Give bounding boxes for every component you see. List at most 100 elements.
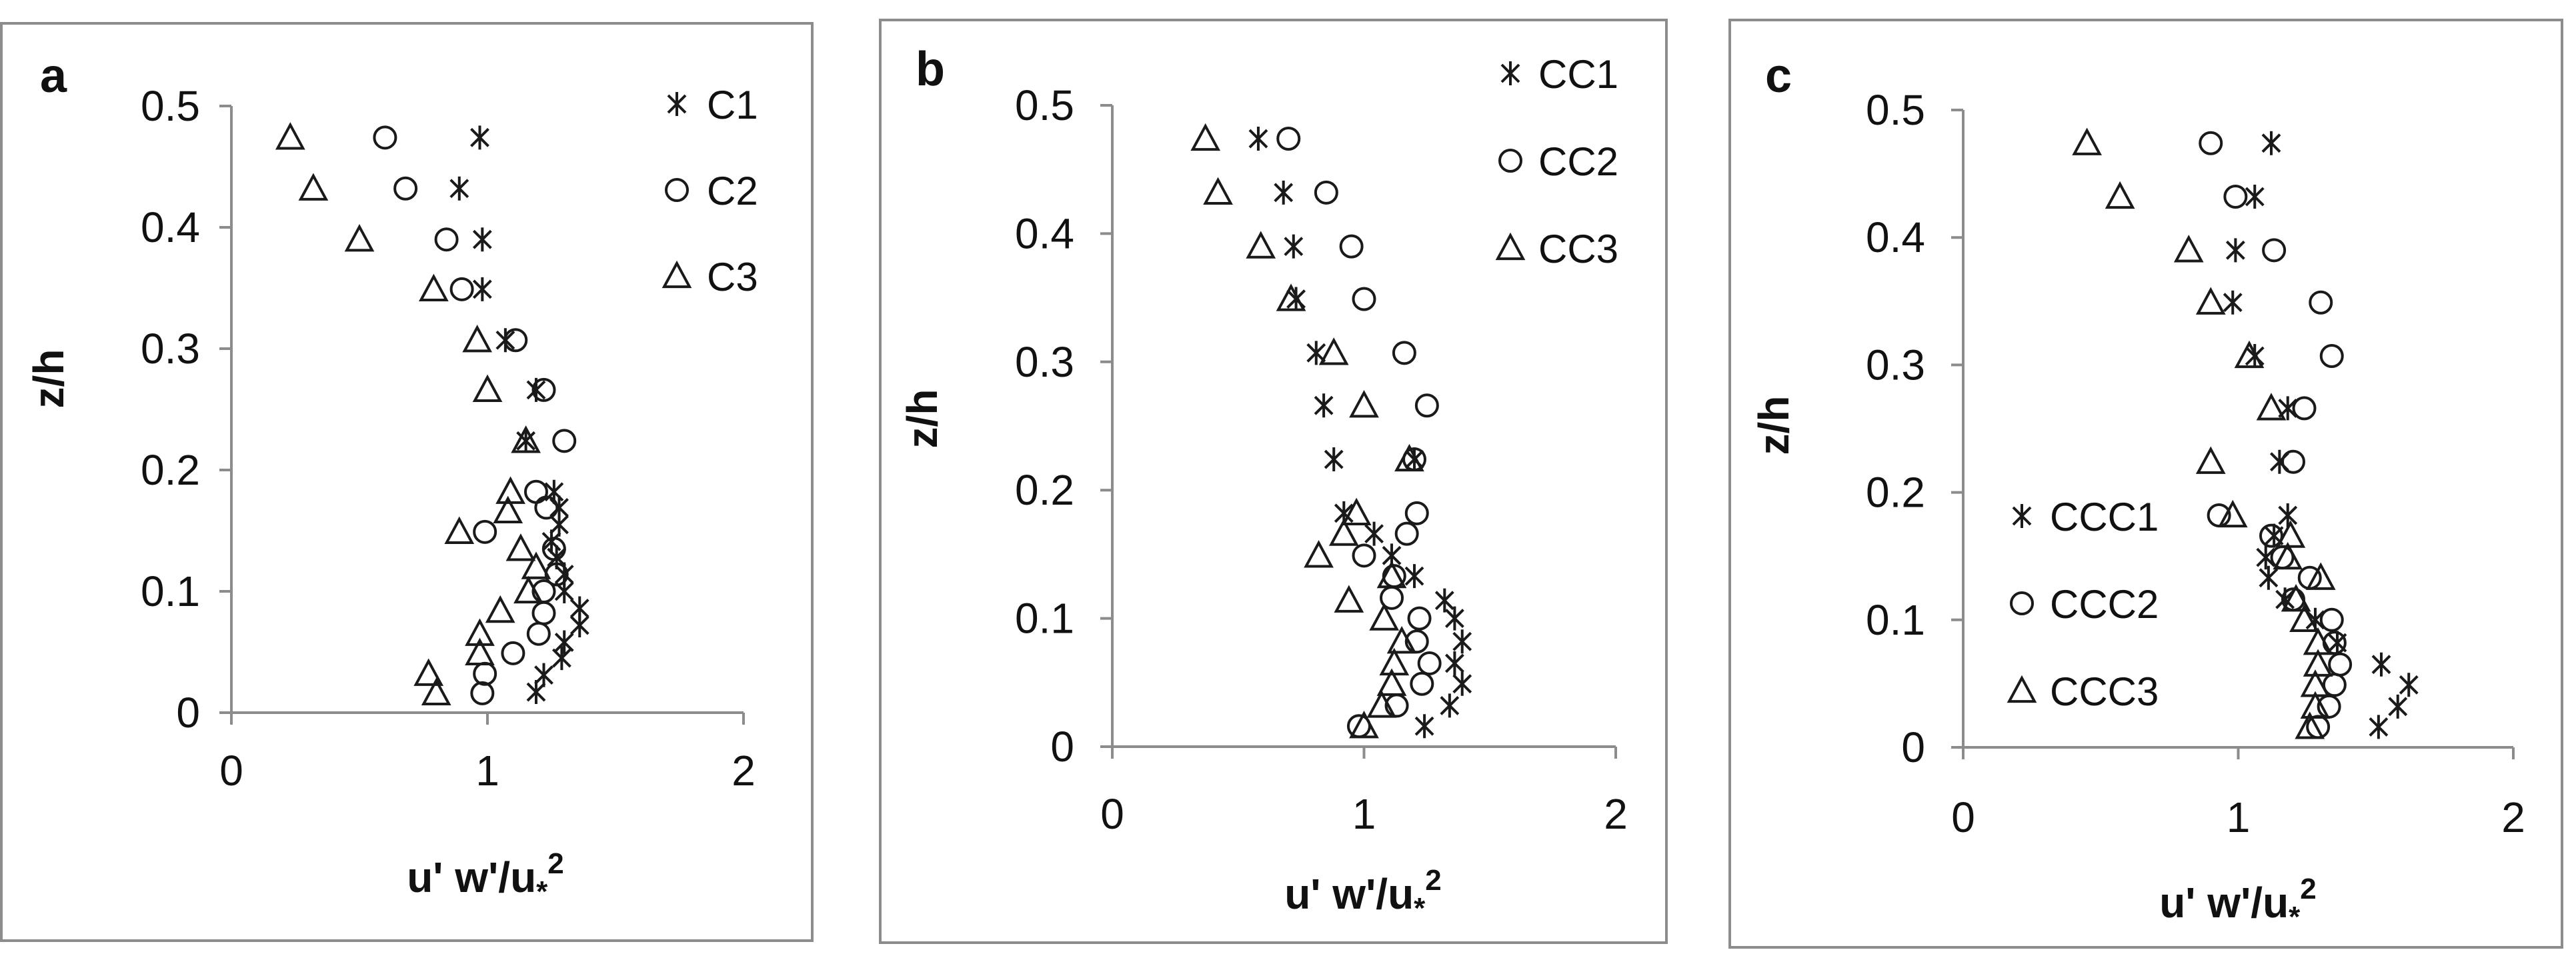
data-point-triangle <box>2072 127 2102 155</box>
data-point-triangle <box>1328 518 1359 546</box>
data-point-circle <box>1339 234 1364 259</box>
data-point-triangle <box>493 495 523 524</box>
y-tick-label: 0.5 <box>1866 86 1925 134</box>
y-tick-label: 0.1 <box>141 567 200 615</box>
legend-label: C3 <box>707 255 758 299</box>
data-point-triangle <box>1369 603 1400 631</box>
data-point-asterisk <box>516 429 536 453</box>
x-tick-label: 1 <box>2227 793 2251 841</box>
x-axis-title: u' w'/u*2 <box>2159 873 2317 933</box>
data-point-asterisk <box>1434 588 1454 613</box>
legend-marker-circle <box>2010 591 2034 615</box>
legend-marker-triangle <box>2007 675 2037 703</box>
legend-label: C1 <box>707 83 758 127</box>
data-point-asterisk <box>2259 565 2279 590</box>
data-point-circle <box>2199 131 2223 155</box>
legend-marker-triangle <box>662 260 692 289</box>
data-point-circle <box>2319 607 2344 632</box>
data-point-asterisk <box>472 277 492 301</box>
data-point-triangle <box>1318 337 1349 365</box>
data-point-circle <box>434 227 459 252</box>
data-point-circle <box>1394 521 1419 546</box>
legend-label: CCC2 <box>2050 582 2159 627</box>
data-point-circle <box>1407 606 1432 631</box>
panel-b: 0 0.1 0.2 0.3 0.4 0.5 0 1 2 b z/h u' w'/u*2 CC1 CC2 CC… <box>879 19 1668 944</box>
data-point-asterisk <box>569 613 589 637</box>
data-point-asterisk <box>1452 629 1472 654</box>
x-tick-label: 2 <box>2501 793 2525 841</box>
legend-marker-asterisk <box>2012 504 2032 528</box>
data-point-triangle <box>419 273 449 301</box>
data-point-asterisk <box>1248 127 1268 151</box>
data-point-circle <box>373 125 397 150</box>
data-point-circle <box>534 495 559 520</box>
legend: C1 C2 C3 <box>662 83 758 299</box>
y-tick-label: 0.3 <box>1866 341 1925 389</box>
data-point-circle <box>1414 393 1439 418</box>
x-tick-label: 2 <box>1604 790 1628 838</box>
y-tick-label: 0.3 <box>141 325 200 373</box>
data-point-asterisk <box>2225 238 2245 263</box>
y-tick-label: 0 <box>1050 723 1074 771</box>
y-tick-label: 0.2 <box>1866 469 1925 517</box>
data-point-circle <box>503 328 528 353</box>
legend-marker-asterisk <box>1500 61 1520 85</box>
panel-a: 0 0.1 0.2 0.3 0.4 0.5 0 1 2 a z/h u' w'/u*2 C1 C2 C3 <box>0 22 814 942</box>
data-point-asterisk <box>2399 673 2419 697</box>
legend: CCC1 CCC2 CCC3 <box>2007 495 2159 714</box>
y-axis-title: z/h <box>25 349 73 409</box>
data-point-triangle <box>465 618 495 646</box>
data-point-circle <box>449 277 474 301</box>
data-point-circle <box>1276 127 1301 151</box>
data-point-triangle <box>2305 562 2336 590</box>
data-point-triangle <box>2217 499 2248 528</box>
data-point-triangle <box>462 325 492 353</box>
data-point-triangle <box>1341 497 1372 525</box>
data-point-circle <box>2319 344 2344 369</box>
data-point-asterisk <box>554 630 574 655</box>
legend-marker-circle <box>665 178 689 202</box>
panel-border <box>0 22 814 942</box>
data-point-circle <box>541 537 566 561</box>
data-point-circle <box>470 681 495 705</box>
data-point-triangle <box>413 658 444 686</box>
panel-c: 0 0.1 0.2 0.3 0.4 0.5 0 1 2 c z/h u' w'/u*2 CCC1 CCC2… <box>1728 19 2563 949</box>
data-point-asterisk <box>1306 341 1326 365</box>
data-point-triangle <box>1394 443 1424 472</box>
data-point-triangle <box>2173 235 2204 263</box>
data-point-triangle <box>1190 123 1221 151</box>
panel-border <box>1728 19 2563 949</box>
data-point-triangle <box>2300 691 2331 719</box>
data-point-triangle <box>1334 585 1364 613</box>
data-point-triangle <box>2273 541 2303 570</box>
legend-marker-circle <box>1498 149 1522 173</box>
data-point-triangle <box>521 551 551 579</box>
data-point-circle <box>1410 671 1434 696</box>
data-point-circle <box>1352 287 1376 311</box>
data-point-asterisk <box>1414 714 1434 739</box>
data-point-asterisk <box>1452 671 1472 696</box>
data-point-circle <box>2309 290 2333 315</box>
legend-label: CC3 <box>1538 227 1618 271</box>
data-point-triangle <box>511 425 541 453</box>
y-tick-label: 0.2 <box>1015 466 1074 514</box>
y-tick-label: 0.5 <box>141 82 200 130</box>
data-point-asterisk <box>526 680 546 705</box>
data-point-circle <box>2262 238 2287 263</box>
data-point-asterisk <box>2256 545 2276 570</box>
data-point-triangle <box>2289 604 2319 632</box>
data-point-circle <box>1404 501 1429 525</box>
legend-label: CC1 <box>1538 52 1618 97</box>
data-point-triangle <box>344 223 375 252</box>
data-point-triangle <box>2275 520 2306 548</box>
data-point-asterisk <box>2369 715 2389 739</box>
data-point-asterisk <box>1314 393 1334 418</box>
data-point-asterisk <box>1364 521 1384 546</box>
x-tick-label: 0 <box>1100 790 1124 838</box>
data-point-asterisk <box>1440 693 1460 718</box>
data-point-asterisk <box>470 125 489 150</box>
y-tick-label: 0.3 <box>1015 338 1074 386</box>
data-point-asterisk <box>2245 185 2265 209</box>
data-point-asterisk <box>1324 447 1344 472</box>
data-point-triangle <box>1349 711 1379 739</box>
